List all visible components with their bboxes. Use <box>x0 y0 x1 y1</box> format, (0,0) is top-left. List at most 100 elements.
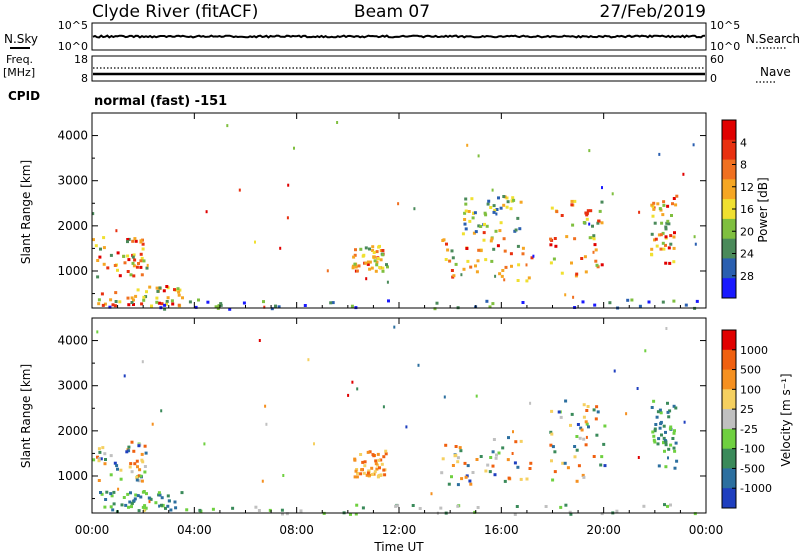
velocity-range-gate-echo <box>128 500 132 504</box>
power-colorbar-tick-label: 4 <box>740 136 747 149</box>
velocity-range-gate-echo <box>135 475 139 479</box>
velocity-range-gate-echo <box>367 469 371 473</box>
power-range-gate-echo <box>351 264 355 268</box>
power-range-gate-echo <box>144 295 148 299</box>
power-range-gate-echo <box>368 260 372 264</box>
velocity-range-gate-echo <box>368 473 371 477</box>
velocity-range-gate-echo <box>122 496 126 499</box>
power-range-gate-echo <box>94 244 98 248</box>
velocity-range-gate-echo <box>592 408 596 412</box>
power-range-gate-echo <box>238 188 241 192</box>
velocity-range-gate-echo <box>370 466 374 470</box>
power-range-gate-echo <box>695 299 699 303</box>
power-colorbar-tick-label: 8 <box>740 159 747 172</box>
velocity-range-gate-echo <box>501 446 505 450</box>
velocity-ytick-label: 3000 <box>57 379 88 393</box>
velocity-range-gate-echo <box>456 460 460 464</box>
velocity-frame <box>91 317 707 514</box>
power-range-gate-echo <box>114 291 118 295</box>
power-range-gate-echo <box>511 196 515 200</box>
velocity-range-gate-echo <box>578 436 582 440</box>
velocity-range-gate-echo <box>475 394 478 398</box>
beam-title: Beam 07 <box>354 2 430 22</box>
freq-label-2: [MHz] <box>3 66 35 79</box>
power-range-gate-echo <box>450 249 454 253</box>
velocity-range-gate-echo <box>469 482 473 486</box>
power-range-gate-echo <box>662 200 666 204</box>
velocity-range-gate-echo <box>148 500 151 504</box>
velocity-range-gate-echo <box>115 464 119 468</box>
velocity-range-gate-echo <box>141 360 144 364</box>
power-range-gate-echo <box>353 262 357 266</box>
velocity-colorbar-swatch <box>722 448 736 469</box>
power-range-gate-echo <box>583 255 587 259</box>
power-range-gate-echo <box>672 260 676 264</box>
power-range-gate-echo <box>664 225 668 229</box>
velocity-range-gate-echo <box>489 456 493 459</box>
velocity-range-gate-echo <box>104 458 107 461</box>
power-range-gate-echo <box>352 255 356 259</box>
power-range-gate-echo <box>491 188 494 192</box>
power-range-gate-echo <box>158 286 162 290</box>
velocity-range-gate-echo <box>137 509 141 513</box>
velocity-range-gate-echo <box>92 458 96 462</box>
velocity-range-gate-echo <box>380 462 384 466</box>
power-range-gate-echo <box>130 296 134 300</box>
velocity-range-gate-echo <box>582 437 586 441</box>
velocity-range-gate-echo <box>460 477 464 481</box>
power-range-gate-echo <box>656 202 660 206</box>
velocity-colorbar-tick-label: 500 <box>740 364 761 377</box>
power-range-gate-echo <box>573 199 577 203</box>
power-range-gate-echo <box>228 307 232 311</box>
velocity-range-gate-echo <box>359 453 363 456</box>
velocity-range-gate-echo <box>653 429 657 433</box>
velocity-range-gate-echo <box>551 445 555 449</box>
power-range-gate-echo <box>669 242 673 246</box>
velocity-range-gate-echo <box>363 460 367 464</box>
power-range-gate-echo <box>141 247 145 251</box>
power-range-gate-echo <box>242 301 246 305</box>
power-range-gate-echo <box>573 237 577 241</box>
power-range-gate-echo <box>499 206 503 210</box>
velocity-range-gate-echo <box>563 461 567 465</box>
velocity-range-gate-echo <box>166 504 170 508</box>
velocity-range-gate-echo <box>667 415 671 419</box>
velocity-range-gate-echo <box>371 453 375 457</box>
power-range-gate-echo <box>140 256 144 260</box>
velocity-range-gate-echo <box>450 475 453 479</box>
velocity-range-gate-echo <box>507 436 510 440</box>
velocity-range-gate-echo <box>117 487 120 491</box>
power-range-gate-echo <box>510 264 513 268</box>
power-range-gate-echo <box>514 228 518 232</box>
power-range-gate-echo <box>588 149 591 153</box>
power-range-gate-echo <box>350 304 354 308</box>
power-range-gate-echo <box>150 304 153 308</box>
power-range-gate-echo <box>666 219 670 223</box>
velocity-range-gate-echo <box>383 473 387 477</box>
velocity-range-gate-echo <box>663 439 667 442</box>
power-range-gate-echo <box>585 211 589 215</box>
power-range-gate-echo <box>445 242 448 246</box>
velocity-range-gate-echo <box>127 449 131 453</box>
velocity-range-gate-echo <box>569 423 572 427</box>
velocity-range-gate-echo <box>374 462 378 466</box>
power-range-gate-echo <box>484 258 488 262</box>
power-range-gate-echo <box>693 235 696 239</box>
velocity-range-gate-echo <box>561 461 565 465</box>
velocity-range-gate-echo <box>443 395 446 399</box>
velocity-range-gate-echo <box>138 468 142 472</box>
velocity-colorbar-tick-label: 25 <box>740 403 754 416</box>
power-range-gate-echo <box>375 260 379 264</box>
power-range-gate-echo <box>608 301 612 305</box>
power-range-gate-echo <box>351 266 355 270</box>
velocity-range-gate-echo <box>384 449 388 453</box>
velocity-range-gate-echo <box>280 508 284 512</box>
power-range-gate-echo <box>600 221 604 225</box>
velocity-range-gate-echo <box>582 403 586 407</box>
velocity-range-gate-echo <box>664 443 668 447</box>
power-range-gate-echo <box>287 183 290 187</box>
velocity-range-gate-echo <box>582 475 586 479</box>
power-range-gate-echo <box>650 252 653 256</box>
velocity-range-gate-echo <box>672 404 676 408</box>
power-range-gate-echo <box>505 196 509 200</box>
